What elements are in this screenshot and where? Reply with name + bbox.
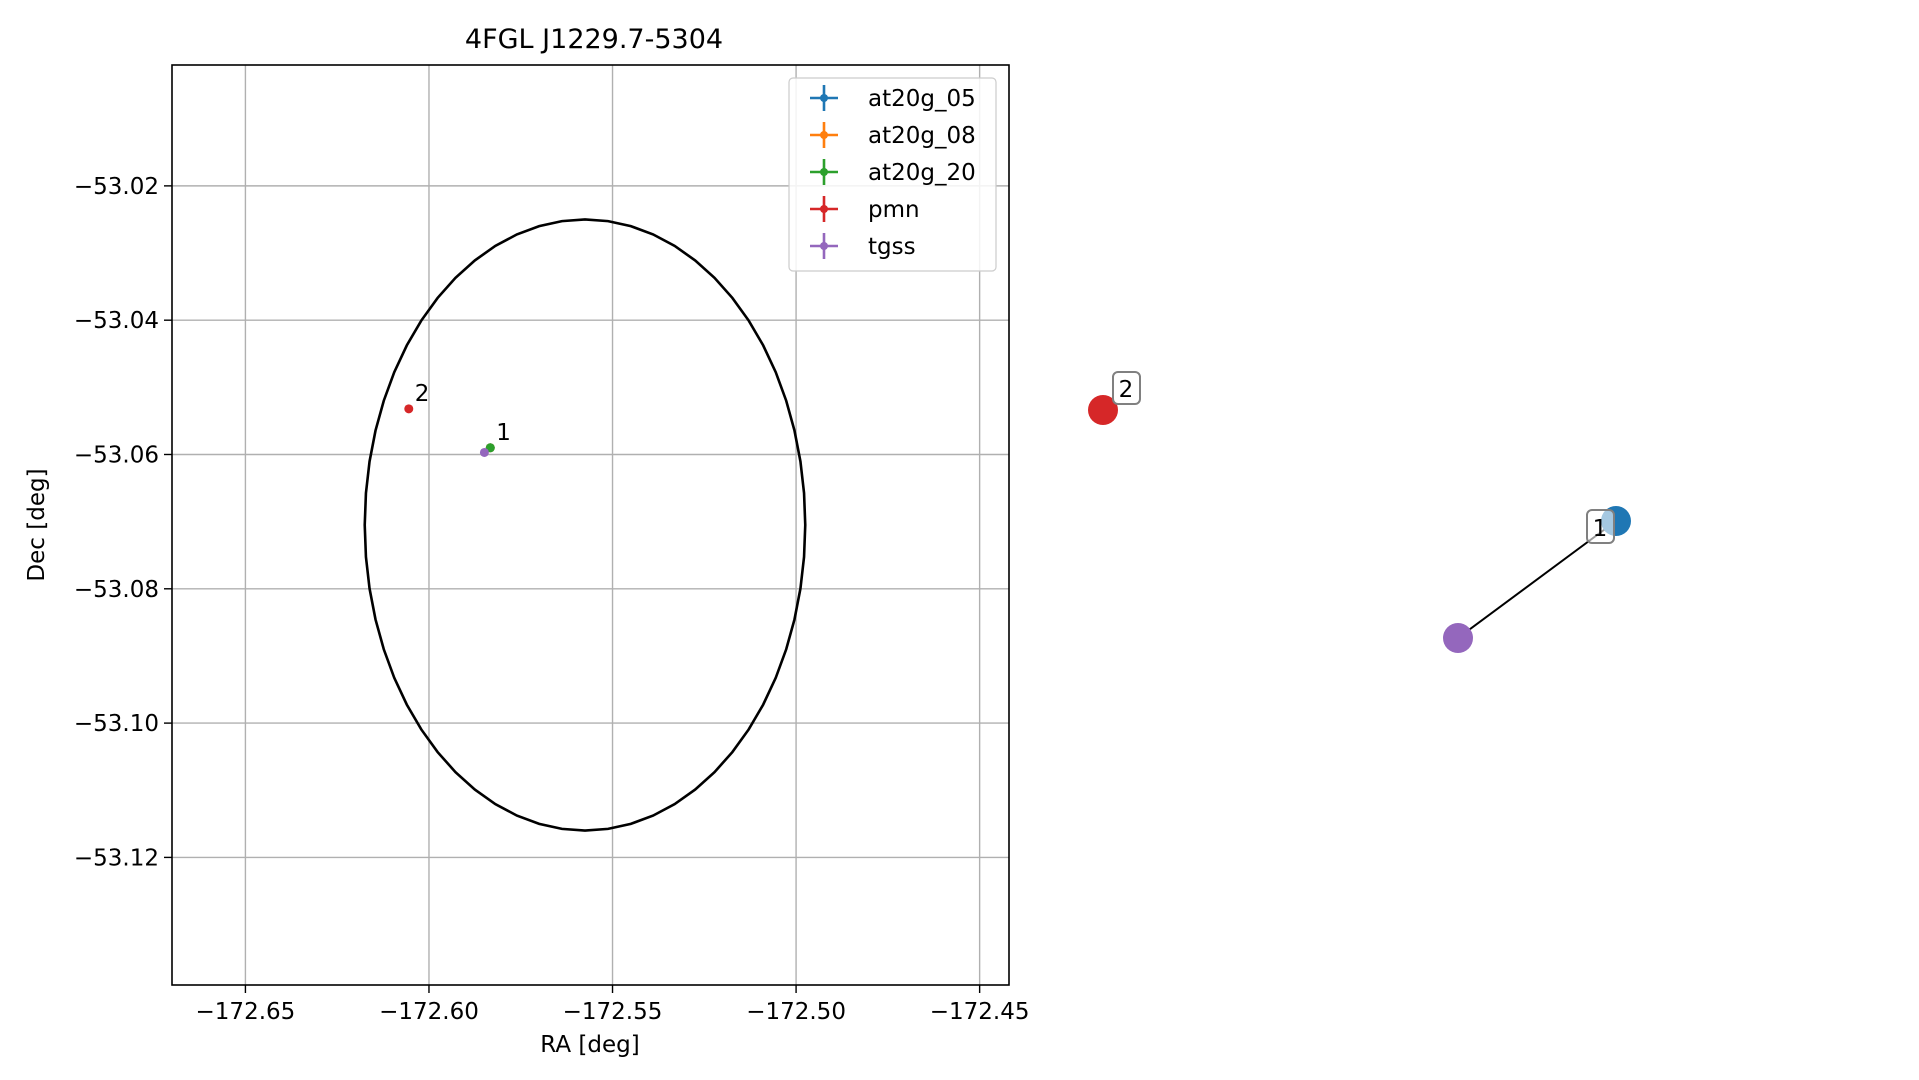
x-tick-label: −172.45 <box>930 999 1030 1025</box>
legend-marker-dot <box>820 94 828 102</box>
point-annotation: 1 <box>496 420 511 446</box>
legend-label: at20g_20 <box>868 160 976 186</box>
error-ellipse <box>363 218 807 832</box>
network-label-box-1 <box>1586 509 1615 544</box>
y-tick-label: −53.12 <box>74 845 159 871</box>
legend-label: at20g_08 <box>868 123 976 149</box>
x-tick-label: −172.55 <box>563 999 663 1025</box>
y-tick-label: −53.06 <box>74 442 159 468</box>
point-annotations: 12 <box>415 381 511 446</box>
y-axis-label: Dec [deg] <box>24 468 50 581</box>
network-node-tgss <box>1443 623 1473 653</box>
legend-marker-dot <box>820 168 828 176</box>
x-axis-label: RA [deg] <box>540 1032 639 1058</box>
y-axis-ticks: −53.02 −53.04 −53.06 −53.08 −53.10 −53.12 <box>74 174 172 871</box>
chart-title: 4FGL J1229.7-5304 <box>465 24 723 55</box>
network-label-2: 2 <box>1119 377 1134 403</box>
legend-label: tgss <box>868 234 916 260</box>
network-node-pmn <box>1088 395 1118 425</box>
data-point-pmn <box>404 404 414 414</box>
network-label-box-2 <box>1112 371 1141 405</box>
y-tick-label: −53.02 <box>74 174 159 200</box>
x-tick-label: −172.50 <box>746 999 846 1025</box>
legend-label: at20g_05 <box>868 86 976 112</box>
skymap-chart: 4FGL J1229.7-5304 12 −172.65 −172.60 −172.… <box>24 24 1030 1058</box>
network-graph: 2 1 <box>1088 371 1631 653</box>
legend-marker-dot <box>820 205 828 213</box>
y-tick-label: −53.10 <box>74 711 159 737</box>
data-point-tgss <box>479 447 489 457</box>
legend-marker-dot <box>820 131 828 139</box>
legend-box <box>788 77 997 272</box>
y-tick-label: −53.04 <box>74 308 159 334</box>
legend-marker-dot <box>820 242 828 250</box>
legend-label: pmn <box>868 197 920 223</box>
grid-lines <box>172 65 1009 985</box>
plot-frame <box>171 64 1010 986</box>
x-tick-label: −172.60 <box>379 999 479 1025</box>
data-points <box>404 404 495 457</box>
y-tick-label: −53.08 <box>74 577 159 603</box>
point-annotation: 2 <box>415 381 430 407</box>
x-axis-ticks: −172.65 −172.60 −172.55 −172.50 −172.45 <box>196 985 1030 1025</box>
x-tick-label: −172.65 <box>196 999 296 1025</box>
network-label-1: 1 <box>1593 516 1608 542</box>
error-ellipse-path <box>363 218 807 832</box>
